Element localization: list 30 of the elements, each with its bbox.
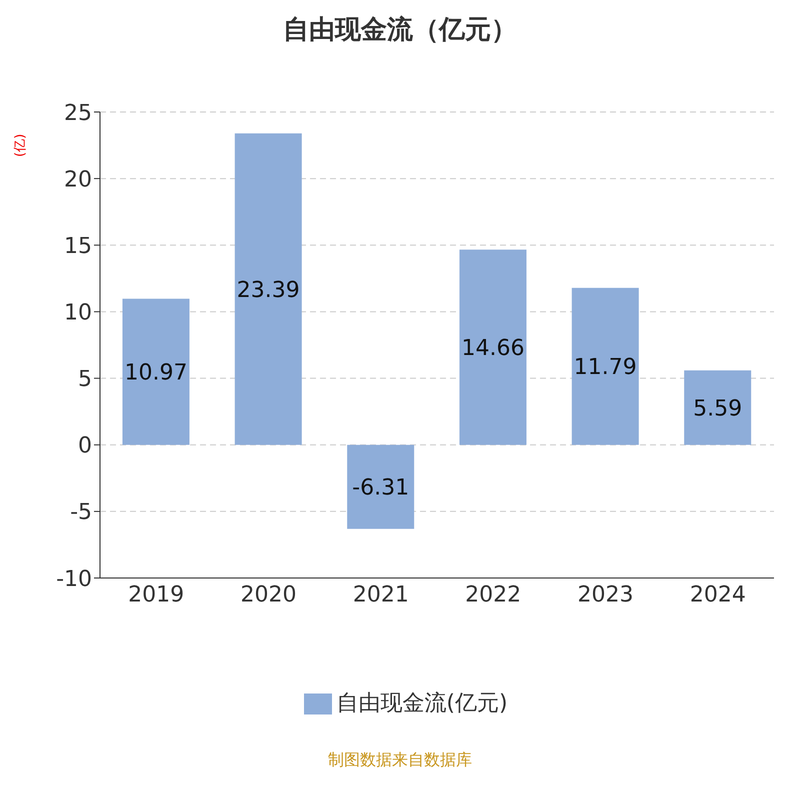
data-label: -6.31 [352,476,410,501]
data-label: 23.39 [236,278,300,303]
x-tick-label: 2023 [578,582,634,608]
y-tick-label: 5 [78,367,92,392]
x-tick-label: 2024 [690,582,746,608]
data-label: 5.59 [693,396,742,422]
data-label: 14.66 [461,336,524,362]
y-tick-label: -10 [56,566,92,592]
y-axis-title: (亿) [13,134,28,157]
data-label: 11.79 [574,355,637,380]
bar [234,133,302,445]
y-tick-label: 15 [64,234,92,259]
bar [572,288,639,445]
data-label: 10.97 [124,360,188,386]
bar [684,370,752,445]
x-tick-label: 2021 [352,582,409,608]
y-tick-label: 10 [64,300,92,326]
bar [347,444,414,529]
y-tick-label: 20 [64,167,92,192]
y-tick-label: 25 [64,100,92,126]
bar [459,250,526,445]
x-tick-label: 2020 [240,582,296,608]
legend-label: 自由现金流(亿元) [336,691,508,716]
y-tick-label: 0 [78,434,92,459]
chart-title: 自由现金流（亿元） [282,14,518,47]
bar [122,298,190,445]
x-tick-label: 2022 [465,582,522,608]
x-tick-label: 2019 [128,582,184,608]
text: 制图数据来自数据库 [327,750,473,771]
y-tick-label: -5 [70,500,92,526]
